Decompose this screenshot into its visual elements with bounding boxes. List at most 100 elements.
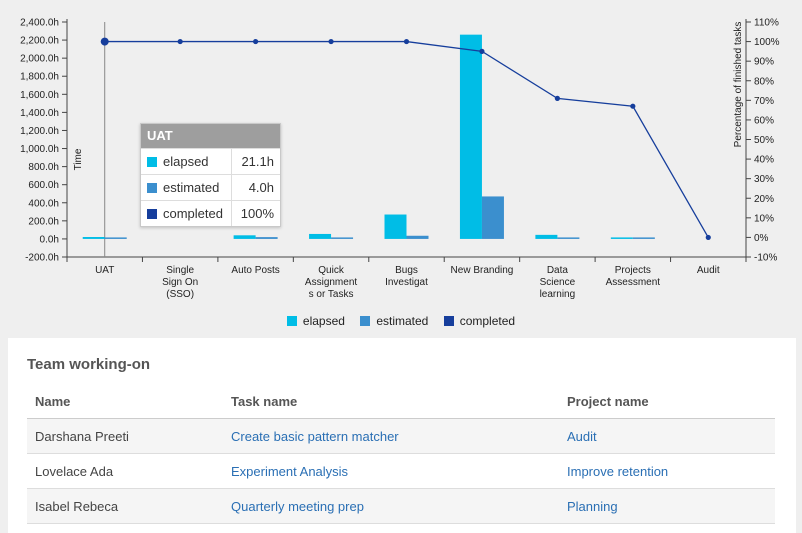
y-tick-label: 0.0h: [40, 234, 59, 245]
chart-tooltip: UAT elapsed 21.1h estimated 4.0h complet…: [140, 123, 281, 227]
y2-tick-label: 60%: [754, 115, 774, 126]
task-link[interactable]: Create basic pattern matcher: [231, 428, 399, 444]
elapsed-bar: [384, 214, 407, 239]
y-tick-label: 400.0h: [28, 198, 59, 209]
y2-tick-label: 0%: [754, 233, 769, 244]
elapsed-bar: [309, 233, 332, 239]
y-tick-label: 1,600.0h: [20, 90, 59, 101]
table-header-row: Name Task name Project name: [27, 384, 775, 419]
y-tick-label: 200.0h: [28, 216, 59, 227]
x-tick-label: Single: [166, 265, 194, 276]
elapsed-bar: [233, 235, 256, 239]
x-tick-label: Auto Posts: [231, 265, 279, 276]
elapsed-bar: [535, 234, 558, 239]
elapsed-bar: [610, 237, 633, 239]
tooltip-row-name: elapsed: [163, 154, 209, 169]
y2-tick-label: -10%: [754, 253, 777, 264]
elapsed-legend-swatch: [286, 316, 297, 326]
completed-point: [100, 37, 109, 46]
x-tick-label: Assignment: [305, 277, 357, 288]
y2-tick-label: 30%: [754, 174, 774, 185]
member-name: Lovelace Ada: [27, 453, 223, 489]
completed-point: [479, 48, 485, 54]
estimated-bar: [557, 237, 580, 239]
x-tick-label: New Branding: [451, 265, 514, 276]
x-tick-label: (SSO): [166, 289, 194, 300]
y-tick-label: 1,000.0h: [20, 144, 59, 155]
y-tick-label: 1,200.0h: [20, 126, 59, 137]
task-link[interactable]: Quarterly meeting prep: [231, 498, 364, 514]
completed-point: [328, 38, 334, 45]
column-header-name: Name: [27, 384, 223, 419]
table-row: Lovelace Ada Experiment Analysis Improve…: [27, 453, 775, 489]
member-name: Isabel Rebeca: [27, 488, 223, 524]
y2-tick-label: 50%: [754, 135, 774, 146]
completed-swatch: [147, 208, 157, 219]
y-tick-label: 1,400.0h: [20, 108, 59, 119]
x-tick-label: Investigat: [385, 277, 428, 288]
tooltip-row-value: 21.1h: [241, 154, 274, 169]
x-tick-label: Projects: [615, 265, 651, 276]
table-row: Isabel Rebeca Quarterly meeting prep Pla…: [27, 488, 775, 524]
y2-tick-label: 80%: [754, 76, 774, 87]
task-link[interactable]: Experiment Analysis: [231, 463, 349, 479]
completed-point: [177, 38, 183, 45]
elapsed-swatch: [147, 156, 157, 167]
x-tick-label: Science: [540, 277, 576, 288]
tooltip-row-name: estimated: [163, 180, 220, 195]
legend-label: completed: [459, 314, 516, 328]
completed-point: [253, 38, 259, 45]
legend-item-elapsed[interactable]: elapsed: [286, 314, 345, 328]
legend-label: estimated: [376, 314, 429, 328]
tooltip-row-elapsed: elapsed 21.1h: [141, 148, 280, 174]
tooltip-row-completed: completed 100%: [141, 200, 280, 226]
x-tick-label: Assessment: [606, 277, 661, 288]
y2-tick-label: 100%: [754, 37, 780, 48]
estimated-bar: [331, 237, 354, 239]
y-tick-label: -200.0h: [25, 253, 59, 264]
completed-point: [705, 234, 711, 241]
y-tick-label: 1,800.0h: [20, 72, 59, 83]
y2-tick-label: 70%: [754, 96, 774, 107]
chart-legend: elapsed estimated completed: [0, 314, 802, 329]
tooltip-row-value: 4.0h: [248, 180, 274, 195]
project-link[interactable]: Improve retention: [567, 463, 669, 479]
member-name: Darshana Preeti: [27, 418, 223, 454]
y2-tick-label: 40%: [754, 155, 774, 166]
column-header-task: Task name: [223, 384, 559, 419]
x-tick-label: Quick: [318, 265, 345, 276]
elapsed-bar: [82, 237, 105, 239]
y-tick-label: 800.0h: [28, 162, 59, 173]
project-link[interactable]: Planning: [567, 498, 618, 514]
estimated-swatch: [147, 182, 157, 193]
y-tick-label: 2,400.0h: [20, 18, 59, 29]
estimated-bar: [632, 237, 655, 239]
elapsed-bar: [459, 34, 482, 239]
x-tick-label: Data: [547, 265, 569, 276]
team-working-on-panel: Team working-on Name Task name Project n…: [8, 338, 796, 533]
team-table: Name Task name Project name Darshana Pre…: [27, 384, 775, 524]
legend-item-estimated[interactable]: estimated: [360, 314, 428, 328]
estimated-bar: [481, 196, 504, 239]
estimated-legend-swatch: [360, 316, 371, 326]
legend-label: elapsed: [302, 314, 345, 328]
completed-point: [403, 38, 410, 45]
y2-tick-label: 90%: [754, 57, 774, 68]
estimated-bar: [104, 237, 127, 239]
y-tick-label: 600.0h: [28, 180, 59, 191]
y-axis-title: Time: [73, 148, 84, 170]
legend-item-completed[interactable]: completed: [443, 314, 516, 328]
tooltip-title: UAT: [141, 124, 280, 148]
x-tick-label: learning: [540, 289, 576, 300]
y2-tick-label: 10%: [754, 213, 774, 224]
chart-svg: -200.0h 0.0h 200.0h 400.0h 600.0h 800.0h 1,000…: [20, 18, 780, 301]
estimated-bar: [255, 237, 278, 239]
y2-tick-label: 20%: [754, 194, 774, 205]
completed-point: [554, 95, 560, 101]
x-tick-label: s or Tasks: [309, 289, 354, 300]
tooltip-row-name: completed: [163, 206, 223, 221]
y-tick-label: 2,000.0h: [20, 54, 59, 65]
project-link[interactable]: Audit: [567, 428, 597, 444]
x-tick-label: Sign On: [162, 277, 198, 288]
time-chart: -200.0h 0.0h 200.0h 400.0h 600.0h 800.0h 1,000…: [20, 18, 780, 301]
